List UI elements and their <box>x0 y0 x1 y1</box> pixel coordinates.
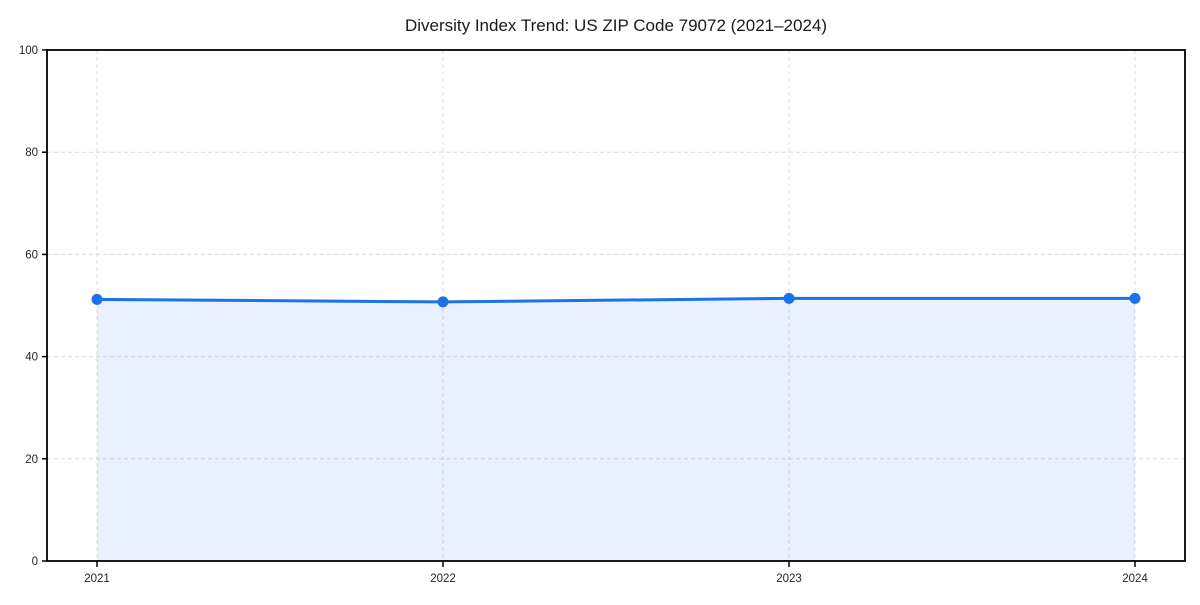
y-tick-label: 100 <box>19 45 38 57</box>
y-tick-label: 0 <box>32 556 38 568</box>
y-tick-label: 40 <box>25 352 38 364</box>
x-tick-label: 2024 <box>1122 573 1148 585</box>
data-point-2022 <box>437 296 449 308</box>
area-fill <box>97 298 1135 561</box>
data-point-2024 <box>1129 292 1141 304</box>
data-point-2023 <box>783 292 795 304</box>
x-tick-label: 2022 <box>430 573 456 585</box>
data-point-2021 <box>91 293 103 305</box>
chart-layers: 0 20 40 60 80 100 2021 2022 2023 2024 <box>19 45 1186 585</box>
y-tick-label: 60 <box>25 249 38 261</box>
y-tick-label: 20 <box>25 454 38 466</box>
x-tick-label: 2023 <box>776 573 802 585</box>
plot-border <box>46 49 1186 562</box>
trend-line <box>95 296 1137 304</box>
chart-title: Diversity Index Trend: US ZIP Code 79072… <box>405 16 827 35</box>
x-tick-label: 2021 <box>84 573 110 585</box>
y-tick-label: 80 <box>25 147 38 159</box>
